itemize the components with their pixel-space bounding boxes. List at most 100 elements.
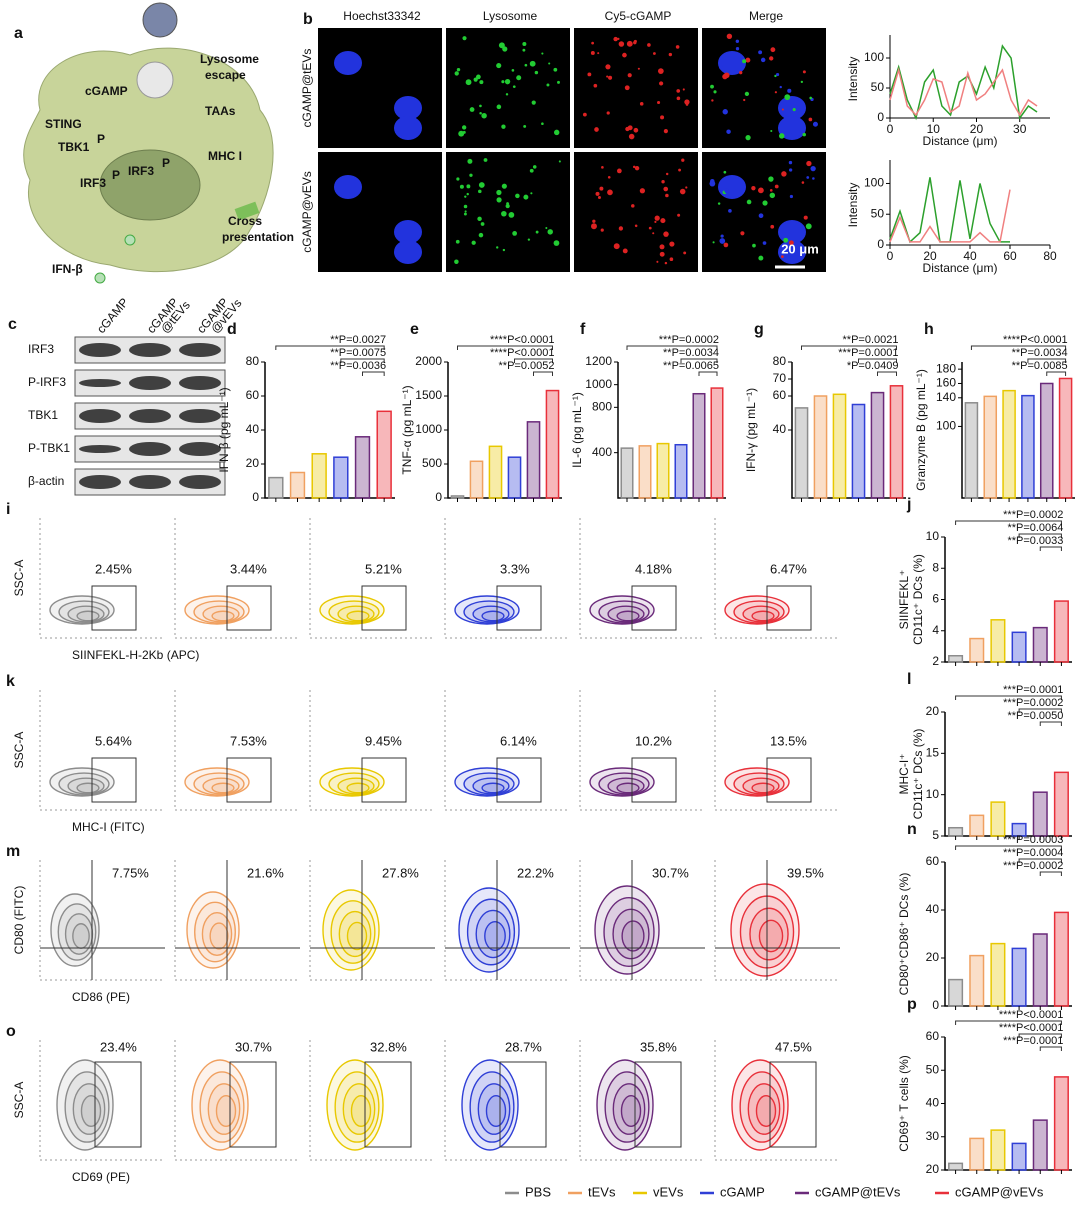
contour: [612, 908, 650, 960]
gate: [631, 757, 677, 803]
contour: [475, 909, 511, 959]
puncta: [531, 100, 536, 105]
bar: [1053, 600, 1069, 663]
schematic-label: Cross: [228, 214, 262, 228]
puncta: [788, 160, 793, 165]
puncta: [592, 219, 596, 223]
legend-label: vEVs: [653, 1184, 684, 1199]
y-tick-label: 100: [864, 50, 884, 64]
bar: [1053, 911, 1069, 1007]
schematic-label: P: [97, 132, 105, 146]
bar: [1011, 631, 1027, 663]
y-tick-label: 40: [926, 1096, 940, 1110]
puncta: [660, 115, 665, 120]
schematic-label: IFN-β: [52, 262, 83, 276]
puncta: [774, 184, 779, 189]
puncta: [639, 188, 646, 194]
puncta: [479, 112, 482, 115]
puncta: [719, 238, 726, 244]
p-value: **P=0.0085: [1012, 360, 1068, 372]
panel-label: n: [907, 821, 917, 838]
significance-bracket: [533, 371, 553, 376]
band: [179, 376, 221, 390]
puncta: [534, 70, 539, 75]
puncta: [679, 188, 686, 195]
puncta: [806, 160, 812, 167]
significance-bracket: [877, 371, 897, 376]
bar: [1058, 377, 1073, 499]
puncta: [634, 224, 638, 228]
puncta: [637, 67, 640, 70]
puncta: [810, 165, 816, 172]
y-tick-label: 4: [932, 623, 939, 637]
y-axis-label: SSC-A: [12, 732, 26, 769]
y-tick-label: 80: [773, 354, 787, 368]
microscopy: b Hoechst33342 Lysosome Cy5-cGAMP Merge cGAM…: [300, 9, 826, 272]
bar: [354, 436, 371, 499]
micrograph: [446, 28, 570, 148]
puncta: [659, 251, 665, 257]
puncta: [654, 220, 657, 223]
bar: [990, 1129, 1006, 1171]
gate-percentage: 21.6%: [247, 865, 284, 880]
puncta: [532, 165, 537, 169]
significance-bracket: [1039, 721, 1062, 726]
y-tick-label: 50: [926, 1062, 940, 1076]
x-tick-label: 30: [1013, 122, 1027, 136]
y-tick-label: 60: [926, 854, 940, 868]
puncta: [548, 62, 551, 65]
legend-label: PBS: [525, 1184, 551, 1199]
puncta: [652, 232, 655, 235]
plot-frame: [39, 518, 165, 639]
puncta: [685, 186, 688, 189]
gate: [499, 1061, 547, 1148]
puncta: [769, 192, 776, 199]
schematic: a Lysosome escape cGAMP TAAs STING TBK1 …: [14, 2, 294, 284]
axis: [961, 362, 1075, 499]
contour: [485, 1094, 507, 1127]
puncta: [683, 251, 687, 255]
puncta: [618, 226, 624, 231]
puncta: [713, 90, 717, 94]
bar: [376, 410, 392, 499]
puncta: [478, 232, 484, 238]
bar: [1053, 1076, 1069, 1171]
puncta: [735, 47, 740, 51]
gate-percentage: 27.8%: [382, 865, 419, 880]
p-value: ***P=0.0001: [1003, 1035, 1063, 1047]
y-tick-label: 0: [877, 237, 884, 251]
puncta: [505, 203, 510, 209]
y-tick-label: 50: [871, 80, 885, 94]
gate-percentage: 2.45%: [95, 561, 132, 576]
significance-bracket: [457, 345, 553, 350]
puncta: [590, 50, 595, 55]
gate-percentage: 7.53%: [230, 733, 267, 748]
plot-frame: [579, 518, 705, 639]
puncta: [557, 80, 560, 84]
plot-frame: [39, 690, 165, 811]
puncta: [613, 36, 618, 42]
bar: [1032, 626, 1048, 663]
gate-percentage: 4.18%: [635, 561, 672, 576]
puncta: [744, 91, 750, 97]
p-value: ***P=0.0002: [1003, 509, 1063, 521]
channel-label: Cy5-cGAMP: [605, 9, 672, 23]
puncta: [676, 89, 681, 93]
puncta: [787, 88, 792, 93]
puncta: [546, 83, 550, 87]
panel-label: p: [907, 996, 917, 1013]
p-value: **P=0.0021: [843, 334, 899, 346]
protein-label: β-actin: [28, 474, 64, 488]
contour: [337, 605, 375, 623]
y-axis-label: CD69⁺ T cells (%): [897, 1055, 911, 1152]
puncta: [607, 189, 613, 196]
puncta: [657, 68, 664, 74]
puncta: [597, 195, 601, 199]
puncta: [720, 234, 724, 238]
y-axis-label: SIINFEKL⁺: [897, 570, 911, 630]
schematic-label: escape: [205, 68, 246, 82]
p-value: **P=0.0033: [1007, 535, 1063, 547]
bar: [638, 445, 652, 499]
gate-percentage: 47.5%: [775, 1039, 812, 1054]
